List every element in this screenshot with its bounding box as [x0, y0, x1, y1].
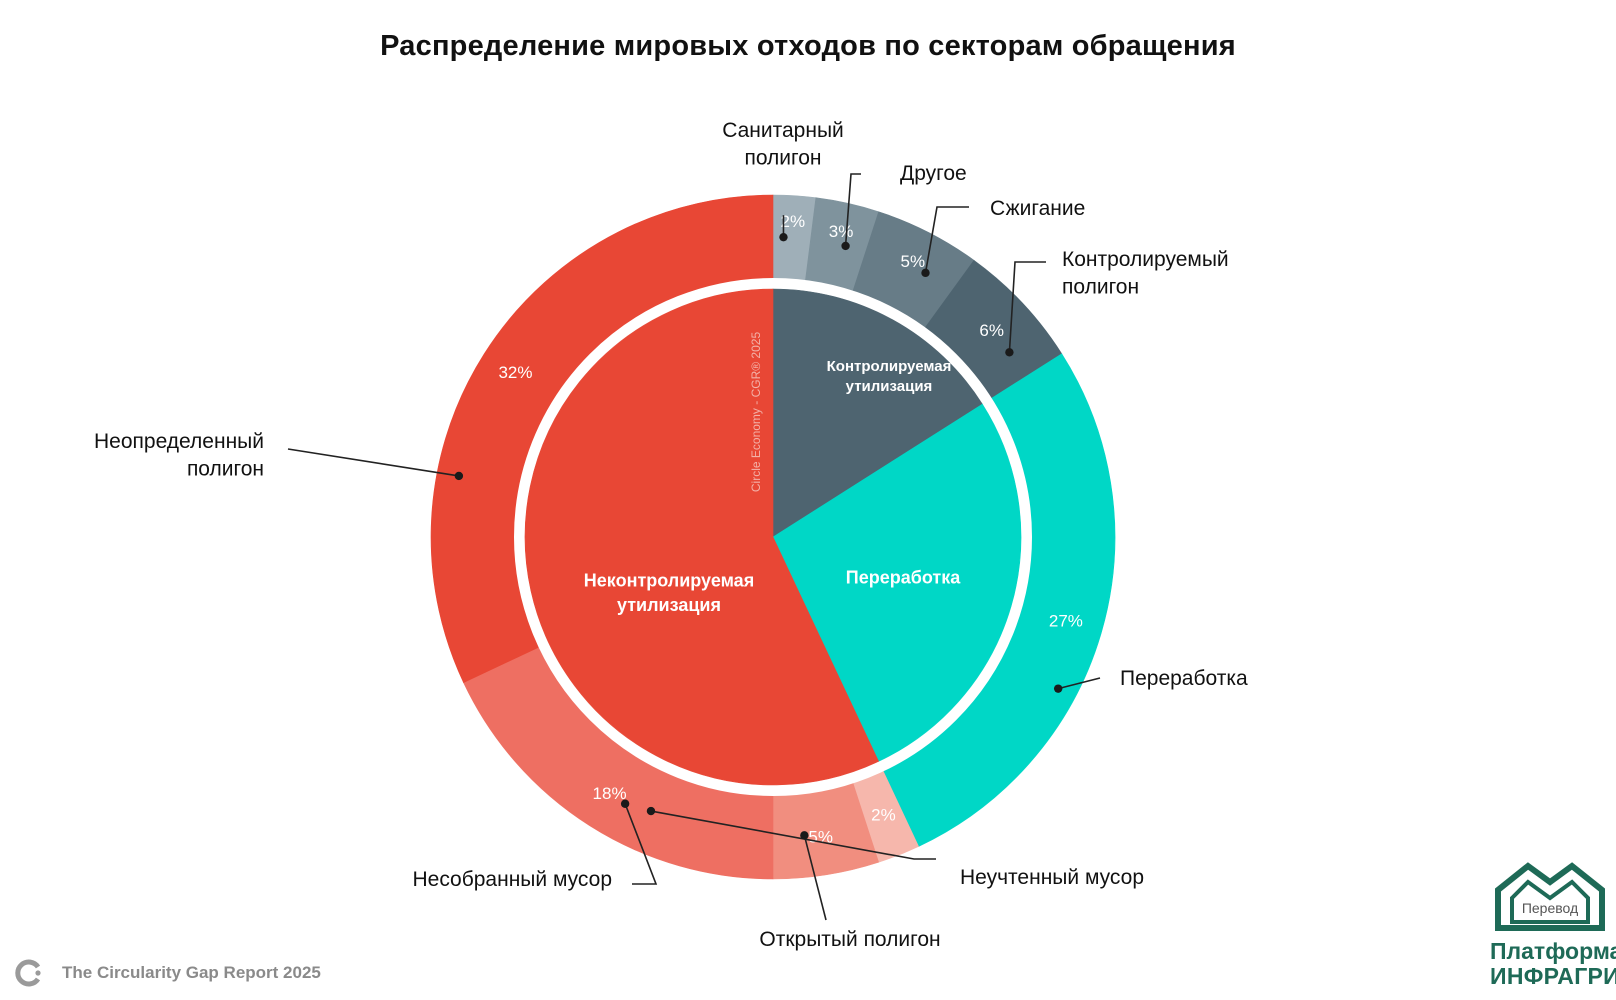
category-label-open-dump: Открытый полигон: [759, 928, 940, 951]
leader-dot-open-dump: [800, 831, 809, 840]
leader-dot-incineration: [921, 268, 930, 278]
leader-dot-other: [841, 241, 850, 251]
value-label-open-dump: 5%: [808, 828, 833, 847]
leader-dot-unaccounted-waste: [646, 806, 656, 816]
value-label-recycling: 27%: [1049, 612, 1083, 631]
house-logo-icon: Перевод: [1495, 862, 1605, 931]
category-label-uncollected-waste: Несобранный мусор: [412, 868, 612, 891]
category-label-recycling: Переработка: [1120, 667, 1248, 690]
leader-line-uncollected-waste: [624, 803, 658, 885]
separator-ring: [514, 278, 1032, 796]
inner-segment-recycling: [772, 403, 1022, 762]
value-label-uncollected-waste: 18%: [593, 784, 627, 803]
inner-pie: [524, 288, 1022, 786]
leader-line-unaccounted-waste: [650, 810, 936, 860]
chart-labels: Circle Economy - CGR® 2025 Контролируемая…: [94, 119, 1248, 951]
category-label-unspecified-landfill: Неопределенный полигон: [94, 430, 264, 480]
leader-dot-sanitary-landfill: [779, 232, 788, 242]
value-label-incineration: 5%: [901, 252, 926, 271]
leader-line-recycling: [1057, 677, 1101, 690]
report-source-label: The Circularity Gap Report 2025: [62, 963, 321, 982]
leader-dot-controlled-landfill: [1005, 348, 1014, 357]
value-label-sanitary-landfill: 2%: [780, 212, 805, 231]
leader-dot-uncollected-waste: [620, 799, 630, 808]
brand-line-1: Платформа: [1490, 938, 1616, 964]
inner-label-controlled-disposal: Контролируемая утилизация: [827, 358, 952, 395]
leader-line-other: [844, 173, 861, 246]
value-label-other: 3%: [829, 222, 854, 241]
value-label-unaccounted-waste: 2%: [871, 805, 896, 824]
leader-line-open-dump: [803, 835, 827, 921]
leader-dot-unspecified-landfill: [454, 471, 464, 481]
outer-ring: [430, 194, 1116, 880]
category-label-incineration: Сжигание: [990, 197, 1085, 220]
category-label-controlled-landfill: Контролируемый полигон: [1062, 248, 1229, 298]
source-watermark: Circle Economy - CGR® 2025: [749, 332, 763, 493]
value-label-unspecified-landfill: 32%: [498, 363, 532, 382]
leader-line-unspecified-landfill: [287, 448, 460, 477]
value-label-controlled-landfill: 6%: [979, 321, 1004, 340]
category-label-sanitary-landfill: Санитарный полигон: [722, 119, 844, 169]
chart-title: Распределение мировых отходов по сектора…: [380, 30, 1236, 62]
leader-line-controlled-landfill: [1008, 261, 1046, 353]
leader-dot-recycling: [1053, 684, 1063, 693]
inner-label-uncontrolled-disposal: Неконтролируемая утилизация: [584, 571, 754, 615]
inner-segment-uncontrolled-disposal: [524, 288, 879, 786]
brand-line-2: ИНФРАГРИН: [1490, 963, 1616, 989]
footer: The Circularity Gap Report 2025: [14, 958, 321, 988]
category-label-unaccounted-waste: Неучтенный мусор: [960, 866, 1144, 889]
inner-segment-controlled-disposal: [772, 288, 983, 538]
leader-line-incineration: [924, 206, 969, 273]
circle-economy-logo-icon: [15, 959, 41, 987]
category-label-other: Другое: [900, 162, 967, 185]
inner-label-recycling: Переработка: [846, 567, 961, 587]
brand-badge: Перевод: [1522, 900, 1578, 916]
brand-logo: Перевод Платформа ИНФРАГРИН: [1490, 852, 1616, 992]
